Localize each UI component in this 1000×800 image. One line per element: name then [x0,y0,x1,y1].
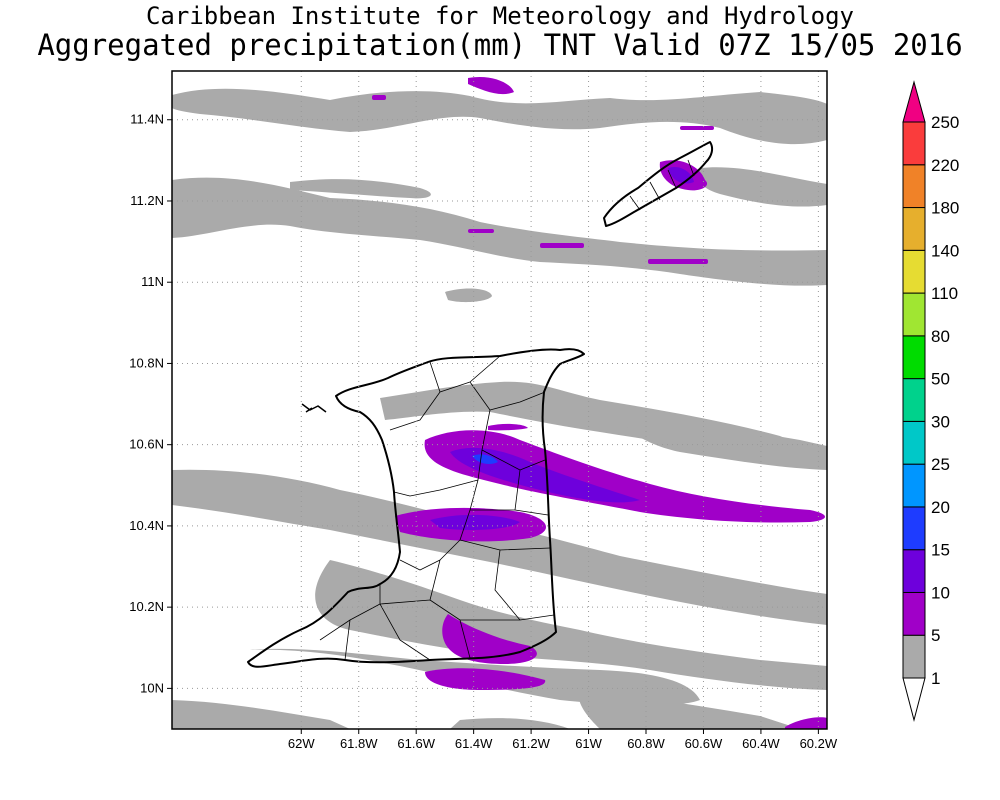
lon-tick-label: 61.2W [512,736,550,751]
rain-core [468,229,494,233]
rain-core [540,243,584,248]
chart-title-line2: Aggregated precipitation(mm) TNT Valid 0… [37,28,963,62]
colorbar-segment [902,164,926,209]
colorbar-segment [902,207,926,251]
colorbar-segment [902,634,926,679]
tobago-coastline [603,141,714,227]
colorbar-segment [902,506,926,551]
lon-tick-label: 61.4W [455,736,493,751]
lon-tick-label: 60.6W [685,736,723,751]
colorbar-label: 140 [931,241,959,260]
lon-tick-label: 60.4W [742,736,780,751]
trinidad-chaguaramas-islets [301,403,327,413]
colorbar-label: 1 [931,669,940,688]
rain-core [488,423,528,431]
rain-1-5mm-areas [172,88,827,729]
rain-core [468,76,514,95]
lat-tick-label: 10.8N [129,355,164,370]
colorbar-label: 110 [931,284,958,303]
colorbar-label: 250 [931,113,959,132]
colorbar-label: 220 [931,156,959,175]
colorbar-segment [902,378,926,422]
rain-band [315,560,827,690]
lon-tick-label: 60.2W [800,736,838,751]
latitude-axis: 11.4N 11.2N 11N 10.8N 10.6N 10.4N 10.2N 10N [129,112,172,695]
rain-core [372,95,386,100]
map-plot-area [172,71,827,729]
colorbar-label: 80 [931,327,950,346]
trinidad-coastline [247,348,585,668]
lat-tick-label: 11.2N [130,193,164,208]
lat-tick-label: 10.2N [129,599,164,614]
rain-band [450,718,570,729]
rain-core [785,717,827,729]
colorbar-segment [902,121,926,166]
rain-band [696,167,827,207]
colorbar-label: 25 [931,455,950,474]
tobago-admin-boundaries [629,159,695,211]
lat-tick-label: 10N [140,680,164,695]
colorbar-segment [902,292,926,337]
rain-core [680,126,714,130]
map-frame [171,70,828,730]
rain-15-20mm-core [472,454,498,464]
rain-band [445,288,492,303]
tobago-island [603,141,714,227]
colorbar-label: 20 [931,498,950,517]
colorbar-segment [902,591,926,636]
trinidad-admin-boundaries [319,355,555,661]
colorbar-segment [902,463,926,508]
colorbar-segment [902,549,926,593]
lon-tick-label: 62W [288,736,315,751]
colorbar-segment [902,335,926,380]
rain-band [172,469,827,625]
lon-tick-label: 61W [575,736,602,751]
lon-tick-label: 61.8W [340,736,378,751]
colorbar-label: 5 [931,626,940,645]
rain-band [172,177,827,286]
rain-core [425,668,546,690]
rain-band [620,412,827,470]
lon-tick-label: 60.8W [627,736,665,751]
colorbar-label: 180 [931,199,959,218]
colorbar-label: 30 [931,412,950,431]
rain-core [442,614,537,664]
chart-title-line1: Caribbean Institute for Meteorology and … [145,2,854,30]
colorbar-label: 50 [931,370,950,389]
colorbar-label: 10 [931,583,950,602]
rain-core [648,259,708,264]
lat-tick-label: 10.4N [129,518,164,533]
colorbar-label: 15 [931,541,950,560]
lon-tick-label: 61.6W [397,736,435,751]
rain-band [578,690,800,729]
trinidad-island [247,348,585,668]
rain-band [172,700,350,729]
lat-tick-label: 11N [141,274,164,289]
longitude-axis: 62W 61.8W 61.6W 61.4W 61.2W 61W 60.8W 60.6W 60.4… [288,729,838,751]
rain-core [424,430,825,523]
map-gridlines [172,71,827,729]
colorbar-segment [902,249,926,294]
colorbar-top-arrow [902,80,926,123]
lat-tick-label: 10.6N [129,437,164,452]
rain-band [290,179,431,199]
colorbar-bottom-arrow [902,677,926,722]
lat-tick-label: 11.4N [130,112,164,127]
rain-band [172,88,827,145]
colorbar-segment [902,420,926,465]
